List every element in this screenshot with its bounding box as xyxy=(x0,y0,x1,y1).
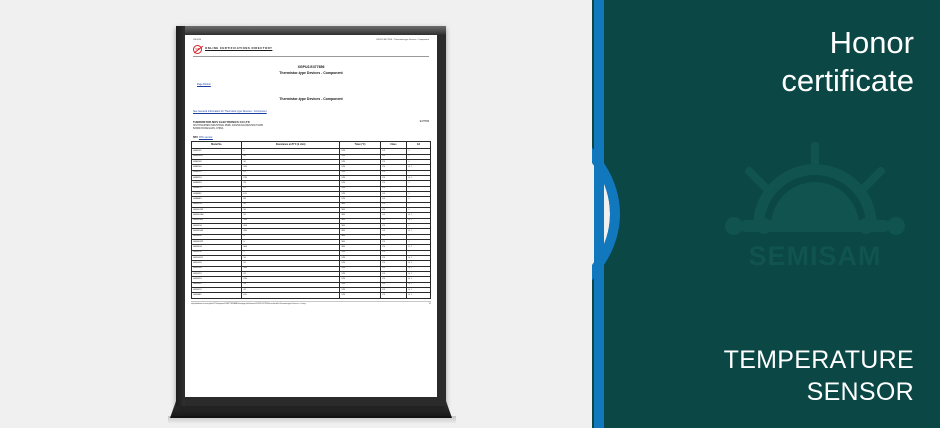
page-footer: http://database.ul.com/cgi-bin/XYV/templ… xyxy=(191,300,431,306)
page-header: 2016/3/9 XGPU2.E477656 - Thermistor-type… xyxy=(191,39,431,44)
table-cell-r27-c2: 125 xyxy=(339,292,381,299)
column-header-class: Class xyxy=(379,141,408,150)
certification-table: Model No. Resistance at 25°C (k ohm) Tma… xyxy=(190,141,431,299)
ul-logo-icon xyxy=(193,44,202,54)
product-group-link[interactable]: NTC sensor: xyxy=(198,135,213,139)
table-cell-r27-c1: 6.8 xyxy=(241,292,341,299)
product-group-label: NTC NTC sensor: xyxy=(193,135,213,139)
table-header-row: Model No. Resistance at 25°C (k ohm) Tma… xyxy=(190,141,431,150)
company-address-line-2: 523000 DONGGUAN, CHINA xyxy=(193,127,224,130)
blue-accent-curve xyxy=(592,84,620,344)
banner-footing-line-2: SENSOR xyxy=(806,378,914,406)
document-frame-shadow xyxy=(168,416,456,424)
banner-footing: TEMPERATURE SENSOR xyxy=(624,344,914,408)
company-address-line-1: XINYONGSHEN INDUSTRIAL PARK, DASHA DALIN… xyxy=(193,124,264,127)
table-cell-r27-c0: HNS682 xyxy=(190,292,243,299)
column-header-ca: CA xyxy=(406,141,431,150)
page-header-title: XGPU2.E477656 - Thermistor-type Devices … xyxy=(376,39,429,41)
file-number-title: XGPU2.E477656 xyxy=(297,64,325,69)
general-information-link[interactable]: See General Information for Thermistor-t… xyxy=(193,110,267,114)
banner-heading-line-1: Honor xyxy=(829,25,914,60)
page-bottom-link[interactable]: Page Bottom xyxy=(197,82,211,86)
column-header-model: Model No. xyxy=(190,141,243,150)
footer-url: http://database.ul.com/cgi-bin/XYV/templ… xyxy=(191,303,307,306)
section-title: Thermistor-type Devices - Component xyxy=(279,96,343,101)
document-frame[interactable]: 2016/3/9 XGPU2.E477656 - Thermistor-type… xyxy=(176,26,446,406)
online-certifications-directory-link[interactable]: ONLINE CERTIFICATIONS DIRECTORY xyxy=(205,46,273,51)
ul-directory-header: ONLINE CERTIFICATIONS DIRECTORY xyxy=(193,44,429,57)
column-header-resistance: Resistance at 25°C (k ohm) xyxy=(241,141,341,150)
banner-heading-line-2: certificate xyxy=(781,62,914,98)
banner-heading: Honor certificate xyxy=(644,24,914,100)
banner-footing-line-1: TEMPERATURE xyxy=(723,346,914,374)
company-block: THERMISTOR-MOV ELECTRONICS CO LTD XINYON… xyxy=(193,121,431,131)
table-body: HNB102 1 125 C4 # HNB1032 10 125 C4 # HNB103 10 125 C… xyxy=(190,148,431,299)
table-row: HNS682 6.8 125 C3 4, # xyxy=(190,292,431,299)
table-cell-r27-c3: C3 xyxy=(379,292,408,299)
file-number: E477656 xyxy=(419,121,429,124)
document-preview-pane: 2016/3/9 XGPU2.E477656 - Thermistor-type… xyxy=(0,0,592,428)
table-cell-r27-c4: 4, # xyxy=(406,292,431,299)
page-header-date: 2016/3/9 xyxy=(193,39,202,41)
honor-certificate-banner: SEMISAM Honor certificate TEMPERATURE SE… xyxy=(592,0,940,428)
footer-page-number: 1/2 xyxy=(428,303,431,306)
file-subtitle: Thermistor-type Devices - Component xyxy=(279,71,343,76)
company-name: THERMISTOR-MOV ELECTRONICS CO LTD xyxy=(193,121,250,125)
certificate-page[interactable]: 2016/3/9 XGPU2.E477656 - Thermistor-type… xyxy=(185,35,437,397)
column-header-tmax: Tmax (°C) xyxy=(339,141,381,150)
semisam-watermark: SEMISAM xyxy=(720,142,910,271)
watermark-text: SEMISAM xyxy=(748,241,882,271)
ship-wheel-icon xyxy=(725,142,905,235)
